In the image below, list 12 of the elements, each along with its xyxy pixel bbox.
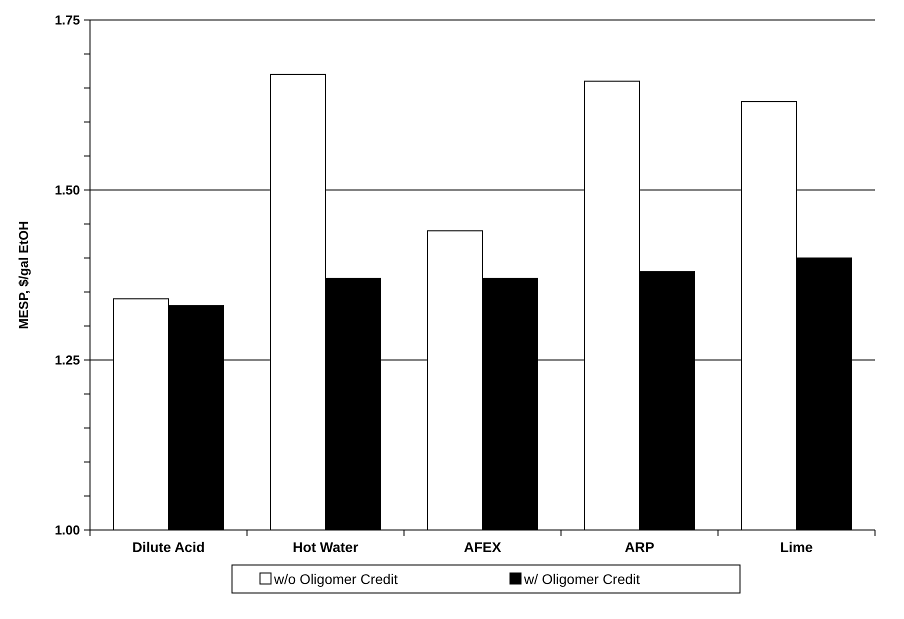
y-tick-label: 1.00 (54, 522, 80, 538)
y-tick-label: 1.75 (54, 12, 80, 28)
y-tick-label: 1.25 (54, 352, 80, 368)
y-tick-label: 1.50 (54, 182, 80, 198)
legend-label: w/o Oligomer Credit (273, 571, 398, 587)
x-tick-label: Lime (780, 539, 814, 555)
legend-label: w/ Oligomer Credit (523, 571, 640, 587)
x-tick-label: ARP (624, 539, 654, 555)
x-tick-label: Hot Water (292, 539, 359, 555)
y-axis-title: MESP, $/gal EtOH (16, 220, 31, 330)
x-tick-label: AFEX (464, 539, 502, 555)
x-tick-label: Dilute Acid (132, 539, 205, 555)
